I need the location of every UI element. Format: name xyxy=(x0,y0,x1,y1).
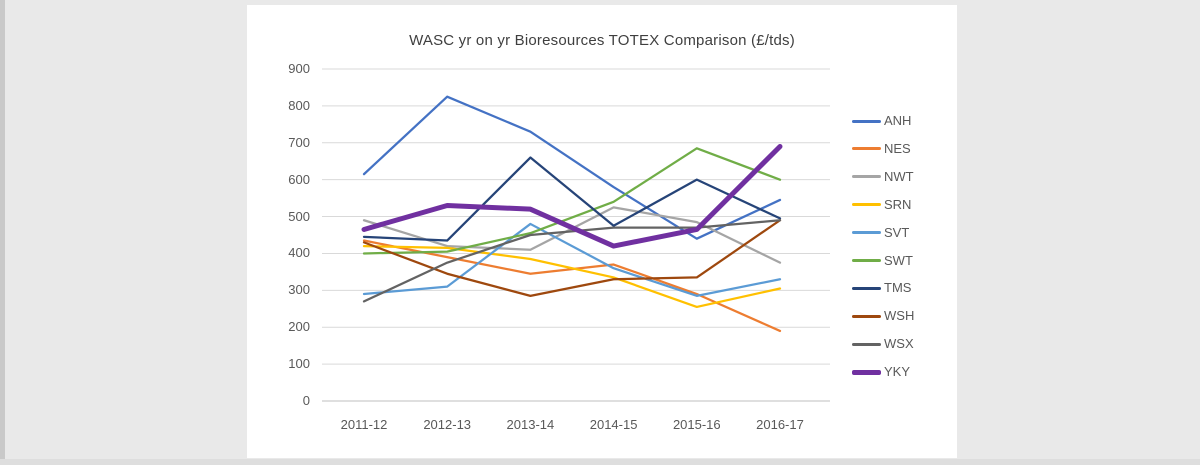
chart-title: WASC yr on yr Bioresources TOTEX Compari… xyxy=(409,32,795,49)
series-line-swt xyxy=(362,147,782,255)
series-line-anh xyxy=(362,95,782,240)
plot-area xyxy=(322,68,830,402)
series-line-srn xyxy=(362,244,782,309)
series-line-nes xyxy=(362,239,782,333)
series-line-wsx xyxy=(362,219,782,303)
chart-object[interactable]: WASC yr on yr Bioresources TOTEX Compari… xyxy=(247,5,957,458)
series-line-yky xyxy=(361,143,783,249)
series-line-svt xyxy=(362,222,782,297)
window-edge-left xyxy=(0,0,5,465)
window-edge-bottom xyxy=(0,459,1200,465)
series-line-tms xyxy=(362,156,782,242)
series-line-nwt xyxy=(362,206,782,264)
